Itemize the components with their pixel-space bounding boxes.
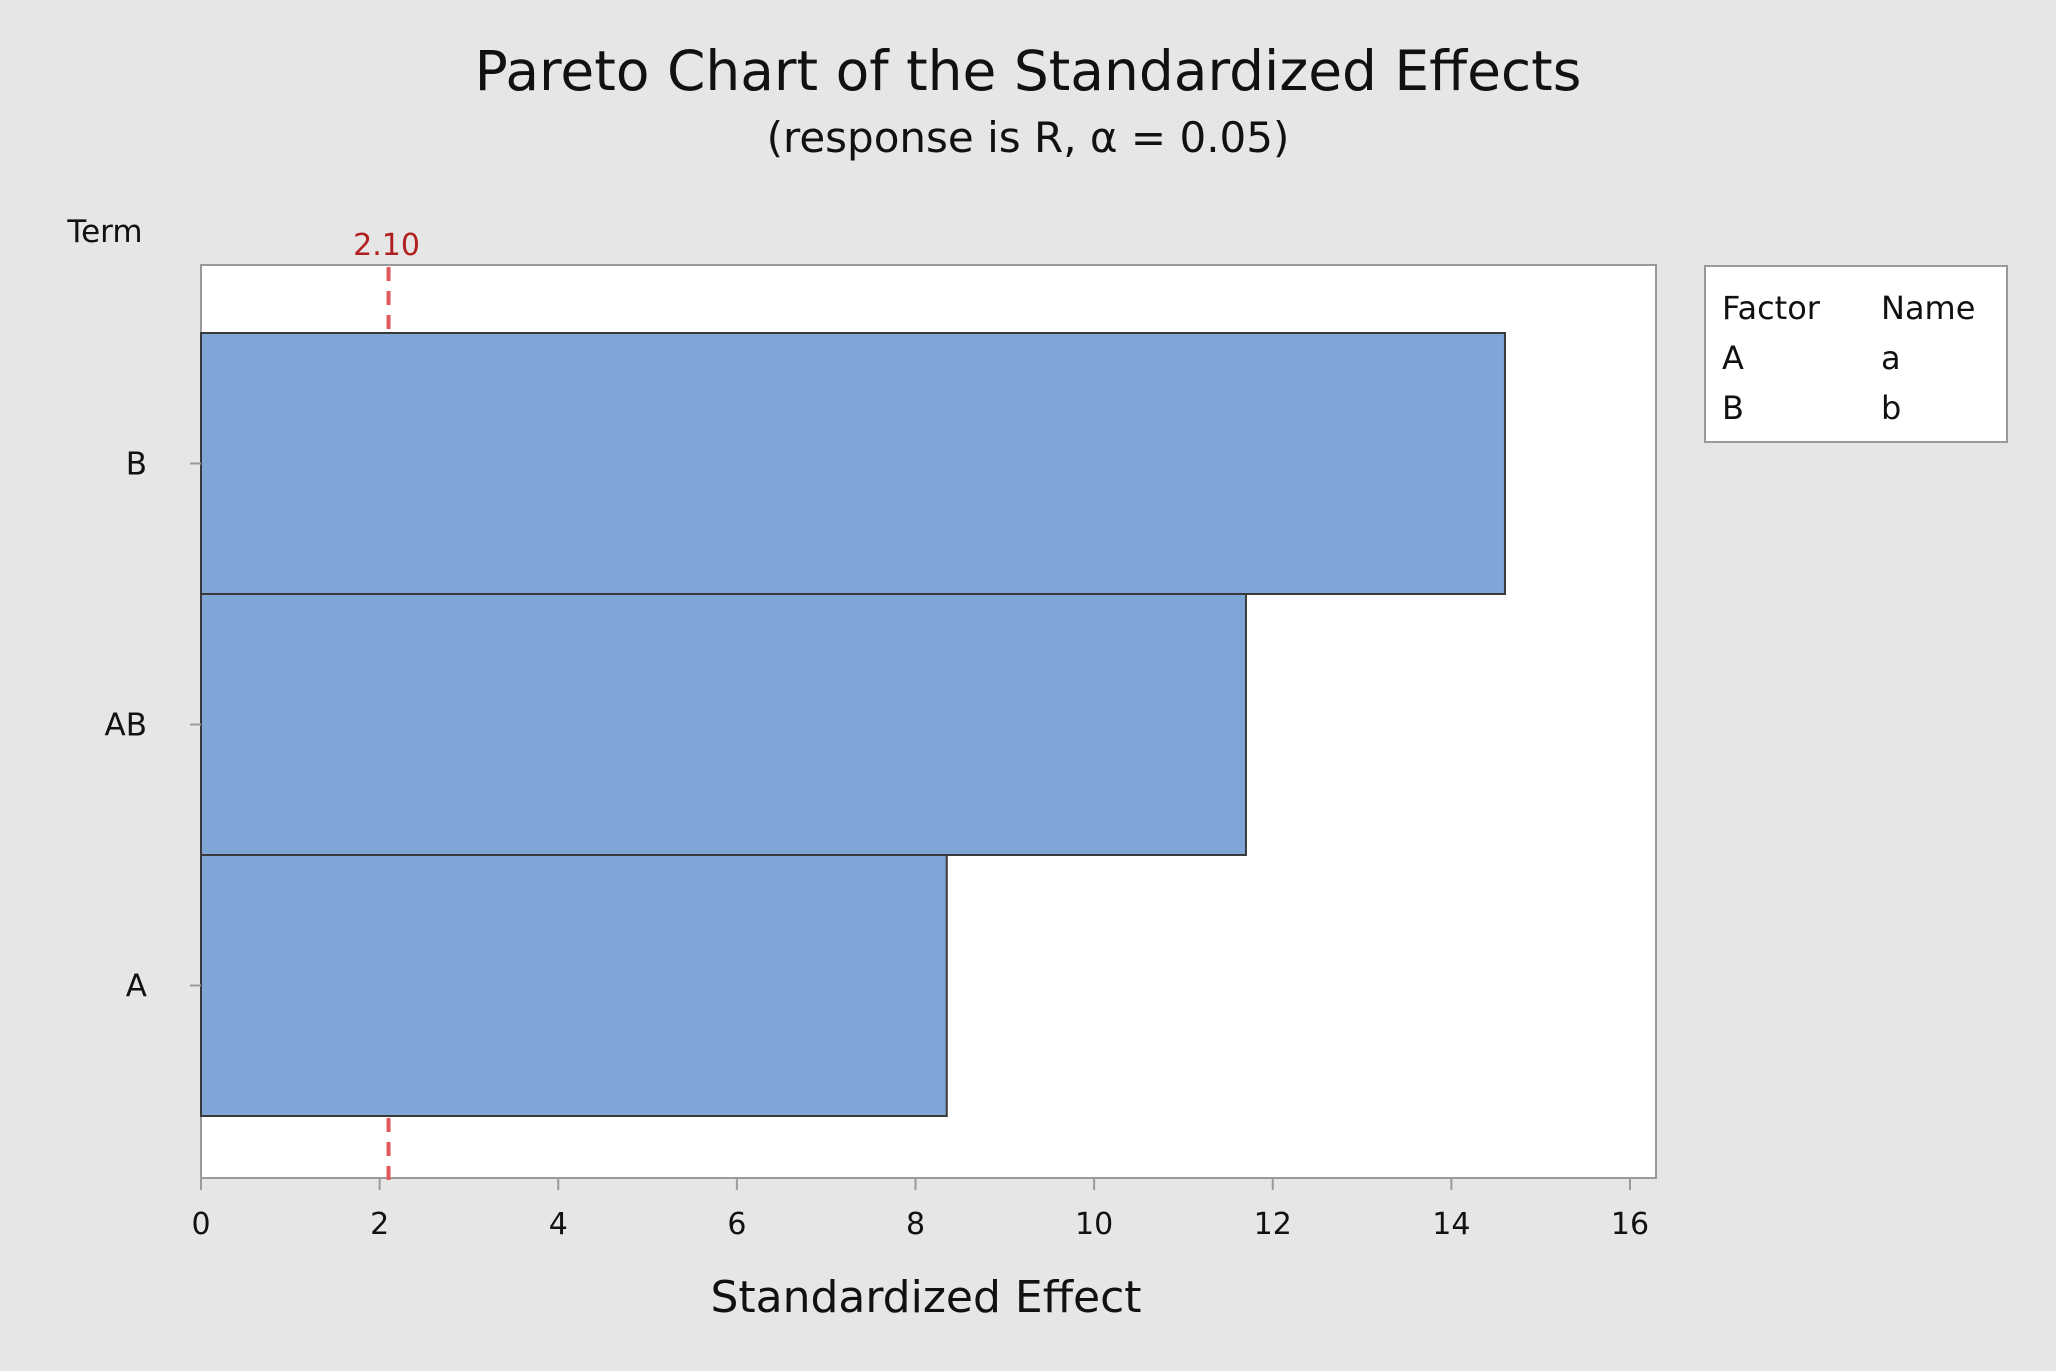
x-tick-label: 14: [1432, 1207, 1470, 1242]
reference-line-group: 2.10: [353, 228, 420, 1188]
bars: [200, 332, 1506, 1117]
y-tick-label-ab: AB: [105, 708, 147, 744]
bar-b: [200, 332, 1506, 595]
x-tick-label: 4: [549, 1207, 568, 1242]
x-axis-ticks: 0 2 4 6 8 10 12 14 16: [191, 1178, 1649, 1242]
legend-frame: [1704, 265, 2008, 443]
legend-box: Factor Name A a B b: [1704, 265, 2008, 443]
legend-row-a-name: a: [1881, 339, 1901, 377]
bar-a: [200, 854, 948, 1117]
legend-header-factor: Factor: [1722, 289, 1821, 327]
x-axis-title: Standardized Effect: [710, 1272, 1141, 1323]
legend-row-b-name: b: [1881, 389, 1901, 427]
y-tick-label-b: B: [126, 447, 147, 483]
x-tick-label: 8: [906, 1207, 925, 1242]
chart-title: Pareto Chart of the Standardized Effects: [475, 39, 1582, 103]
legend-header-name: Name: [1881, 289, 1975, 327]
y-tick-label-a: A: [126, 969, 147, 1005]
bar-ab: [200, 593, 1247, 856]
x-tick-label: 0: [191, 1207, 210, 1242]
y-axis-title: Term: [66, 214, 142, 250]
x-tick-label: 6: [727, 1207, 746, 1242]
x-tick-label: 12: [1254, 1207, 1292, 1242]
x-tick-label: 10: [1075, 1207, 1113, 1242]
x-tick-label: 16: [1611, 1207, 1649, 1242]
y-axis-ticks: B AB A: [105, 447, 201, 1005]
legend-row-a-factor: A: [1722, 339, 1744, 377]
legend-row-b-factor: B: [1722, 389, 1744, 427]
chart-subtitle: (response is R, α = 0.05): [767, 113, 1290, 162]
x-tick-label: 2: [370, 1207, 389, 1242]
reference-line-label: 2.10: [353, 228, 420, 263]
